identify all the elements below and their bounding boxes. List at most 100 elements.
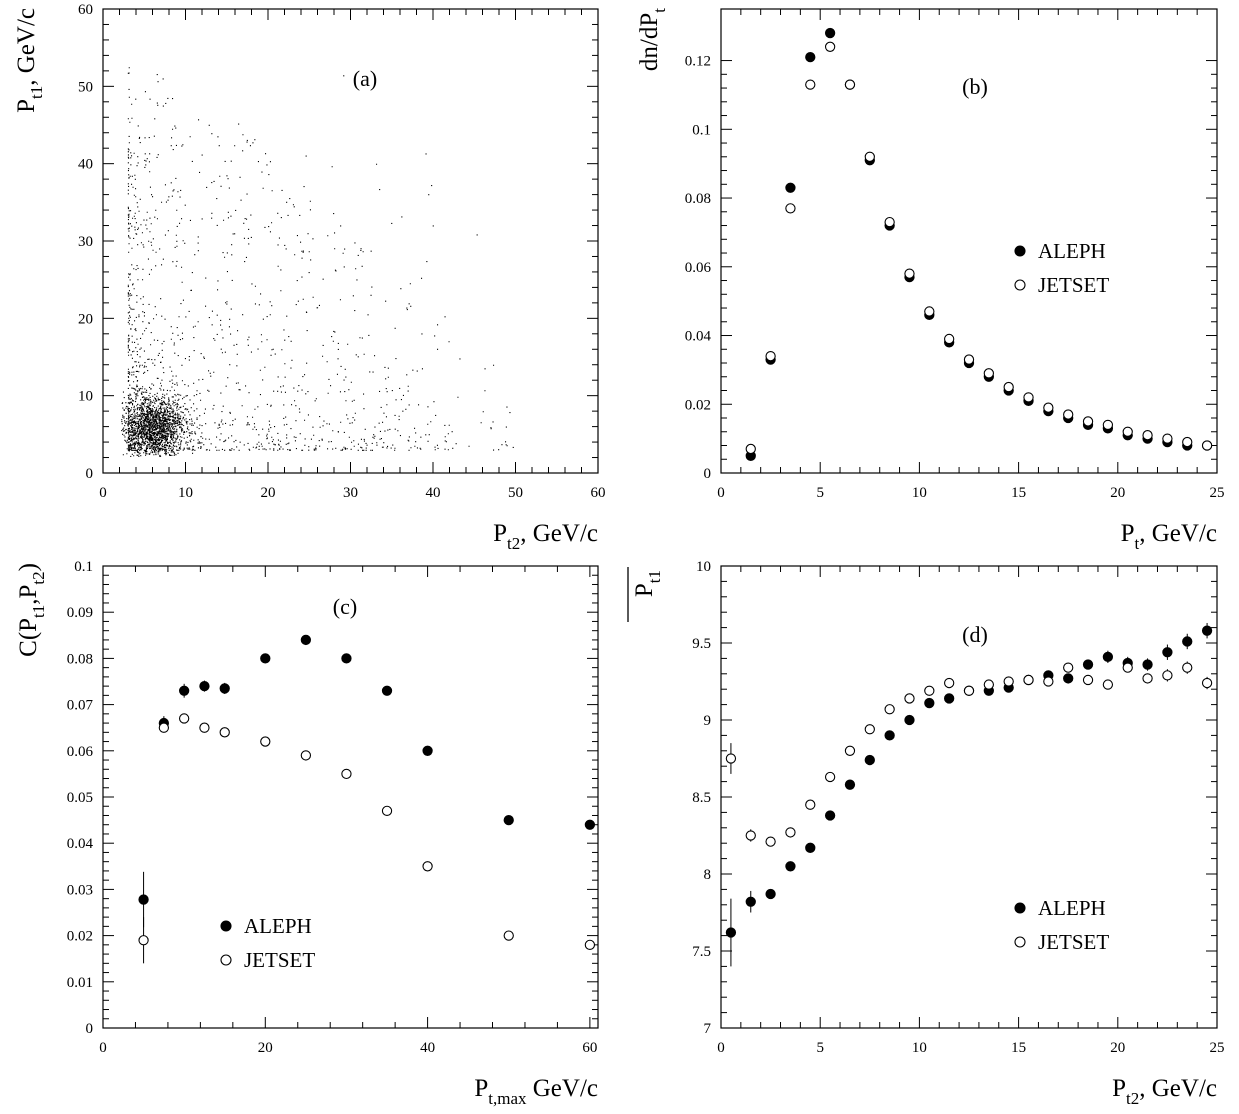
jetset-point bbox=[983, 368, 994, 379]
scatter-points bbox=[121, 67, 514, 457]
aleph-point bbox=[1063, 673, 1074, 684]
x-axis-title: Pt2, GeV/c bbox=[493, 520, 598, 553]
x-axis-title: Pt2, GeV/c bbox=[1112, 1075, 1217, 1108]
y-axis-title: dn/dPt bbox=[636, 8, 669, 71]
jetset-point bbox=[765, 350, 776, 362]
jetset-point bbox=[158, 722, 170, 733]
x-axis-title-main: P bbox=[1121, 520, 1135, 547]
y-tick-label: 9.5 bbox=[692, 636, 711, 652]
jetset-point bbox=[178, 713, 190, 724]
x-axis-title-sub: t bbox=[1135, 534, 1140, 553]
legend-label-aleph: ALEPH bbox=[1038, 239, 1106, 263]
aleph-point bbox=[805, 842, 816, 853]
x-tick-label: 15 bbox=[1011, 1040, 1026, 1056]
jetset-point bbox=[785, 827, 796, 838]
x-tick-label: 5 bbox=[816, 485, 824, 501]
legend-marker-aleph bbox=[220, 920, 232, 932]
x-tick-label: 25 bbox=[1210, 485, 1225, 501]
x-axis-title-sub: t2 bbox=[1126, 1089, 1139, 1108]
jetset-point bbox=[1043, 676, 1054, 687]
aleph-point bbox=[824, 27, 836, 39]
jetset-point bbox=[1122, 662, 1133, 673]
y-axis-title-sub: t1 bbox=[27, 86, 46, 99]
x-tick-label: 60 bbox=[591, 485, 606, 501]
legend-label-aleph: ALEPH bbox=[244, 914, 312, 938]
jetset-point bbox=[1003, 381, 1014, 393]
y-axis-title-sub: t bbox=[650, 8, 669, 13]
jetset-point bbox=[341, 768, 352, 780]
x-axis-title-suffix: , GeV/c bbox=[520, 520, 598, 547]
x-tick-label: 0 bbox=[717, 1040, 725, 1056]
aleph-point bbox=[341, 653, 352, 664]
jetset-point bbox=[745, 443, 756, 455]
x-tick-label: 0 bbox=[99, 1040, 107, 1056]
aleph-point bbox=[1082, 659, 1094, 670]
x-tick-label: 40 bbox=[420, 1040, 435, 1056]
aleph-point bbox=[1201, 625, 1213, 636]
jetset-point bbox=[1102, 679, 1114, 690]
plot-frame bbox=[720, 8, 1218, 474]
aleph-point bbox=[824, 810, 836, 821]
jetset-point bbox=[1122, 426, 1133, 437]
x-tick-label: 20 bbox=[1110, 485, 1125, 501]
jetset-point bbox=[725, 753, 737, 764]
aleph-point bbox=[1182, 636, 1193, 647]
panel-d: 0 5 10 15 20 25 7 7.5 8 8.5 9 9.5 10 ALEPH JETSET (d) Pt… bbox=[627, 559, 1225, 1108]
x-tick-label: 25 bbox=[1210, 1040, 1225, 1056]
jetset-point bbox=[1082, 416, 1094, 427]
y-axis-title-part: ,P bbox=[15, 585, 42, 605]
y-axis-title-part: ) bbox=[15, 563, 42, 571]
x-axis-title-suffix: , GeV/c bbox=[1139, 1075, 1217, 1102]
y-tick-label: 8 bbox=[704, 867, 712, 883]
jetset-point bbox=[422, 861, 433, 872]
aleph-point bbox=[219, 683, 230, 694]
y-tick-label: 20 bbox=[78, 311, 93, 327]
panel-c: 0 20 40 60 0 0.01 0.02 0.03 0.04 0.05 0.06 0.07 0.08… bbox=[15, 559, 599, 1108]
jetset-point bbox=[1023, 674, 1034, 686]
y-tick-label: 0 bbox=[86, 1021, 94, 1037]
jetset-point bbox=[864, 151, 875, 162]
jetset-point bbox=[1142, 430, 1153, 441]
aleph-point bbox=[584, 819, 596, 830]
jetset-point bbox=[924, 306, 935, 317]
jetset-point bbox=[1201, 440, 1213, 451]
aleph-point bbox=[178, 685, 190, 696]
x-tick-label: 60 bbox=[582, 1040, 597, 1056]
jetset-point bbox=[844, 745, 856, 756]
x-tick-label: 50 bbox=[508, 485, 523, 501]
aleph-point bbox=[745, 896, 756, 907]
aleph-point bbox=[864, 754, 875, 766]
y-axis-title-part: C(P bbox=[15, 618, 42, 657]
x-tick-label: 0 bbox=[99, 485, 107, 501]
legend-label-jetset: JETSET bbox=[1038, 273, 1109, 297]
y-tick-label: 60 bbox=[78, 2, 93, 18]
x-axis-title-suffix: , GeV/c bbox=[1139, 520, 1217, 547]
jetset-point bbox=[884, 216, 895, 228]
x-tick-label: 10 bbox=[912, 1040, 927, 1056]
y-tick-label: 0.02 bbox=[67, 929, 93, 945]
x-tick-label: 10 bbox=[912, 485, 927, 501]
jetset-point bbox=[1182, 436, 1193, 448]
y-axis-title-part: t1 bbox=[29, 605, 48, 618]
x-tick-label: 20 bbox=[261, 485, 276, 501]
jetset-point bbox=[805, 799, 816, 810]
x-tick-label: 0 bbox=[717, 485, 725, 501]
y-tick-label: 40 bbox=[78, 157, 93, 173]
legend-marker-jetset bbox=[1014, 936, 1026, 948]
y-axis-title: Pt1, GeV/c bbox=[13, 8, 46, 113]
jetset-point bbox=[864, 724, 875, 735]
aleph-point bbox=[765, 888, 776, 900]
y-tick-label: 8.5 bbox=[692, 790, 711, 806]
jetset-point bbox=[824, 771, 836, 783]
aleph-point bbox=[199, 680, 210, 692]
jetset-point bbox=[904, 268, 915, 279]
x-axis-title-main: P bbox=[493, 520, 507, 547]
jetset-point bbox=[844, 79, 856, 90]
aleph-point bbox=[785, 861, 796, 872]
jetset-point bbox=[963, 685, 975, 696]
aleph-point bbox=[904, 714, 915, 726]
jetset-point bbox=[745, 830, 756, 841]
x-axis-title: Pt, GeV/c bbox=[1121, 520, 1217, 553]
jetset-point bbox=[824, 41, 836, 52]
